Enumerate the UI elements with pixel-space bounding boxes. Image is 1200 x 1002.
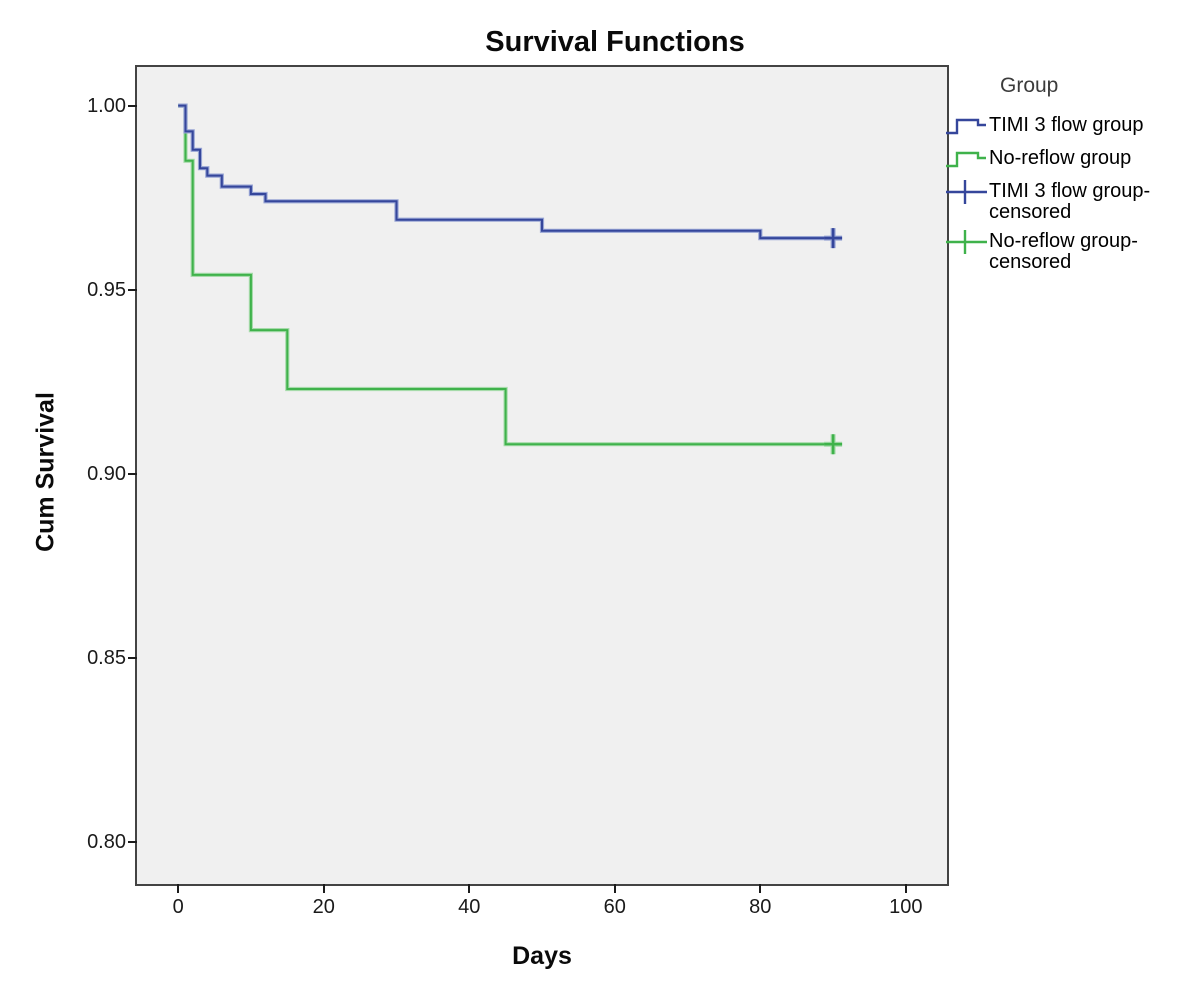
x-tick-label: 80 (749, 896, 772, 918)
x-tick-label: 0 (172, 896, 184, 918)
legend-symbol-path (946, 151, 986, 168)
y-tick-label: 1.00 (87, 94, 126, 117)
y-tick-mark (127, 288, 137, 291)
x-tick-mark (759, 884, 762, 893)
y-tick-label: 0.95 (87, 278, 126, 301)
x-axis-title: Days (512, 942, 572, 970)
chart-title: Survival Functions (485, 26, 745, 58)
legend-title: Group (1000, 74, 1059, 97)
y-tick-label: 0.90 (87, 462, 126, 485)
y-tick-mark (127, 840, 137, 843)
legend-censor-plus-icon (946, 230, 987, 254)
y-tick-mark (127, 104, 137, 107)
plot-area (134, 65, 950, 886)
legend-item-0: TIMI 3 flow group (945, 112, 1200, 140)
legend-item-label: TIMI 3 flow group-censored (989, 180, 1151, 223)
x-tick-label: 100 (889, 896, 923, 918)
x-tick-label: 40 (458, 896, 481, 918)
x-tick-mark (613, 884, 616, 893)
legend-step-line-icon (946, 118, 986, 135)
legend-censor-plus-icon (946, 180, 987, 204)
legend: Group TIMI 3 flow group No-reflow group TI… (945, 74, 1200, 273)
x-tick-mark (322, 884, 325, 893)
x-tick-mark (177, 884, 180, 893)
legend-item-2: TIMI 3 flow group-censored (945, 178, 1200, 223)
x-tick-label: 60 (603, 896, 626, 918)
legend-step-line-icon (946, 151, 986, 168)
legend-item-label: TIMI 3 flow group (989, 114, 1144, 136)
legend-items: TIMI 3 flow group No-reflow group TIMI 3 f… (945, 112, 1200, 273)
legend-item-label: No-reflow group-censored (989, 230, 1138, 273)
x-tick-label: 20 (312, 896, 335, 918)
x-tick-mark (468, 884, 471, 893)
x-tick-mark (904, 884, 907, 893)
y-tick-label: 0.80 (87, 830, 126, 853)
legend-item-1: No-reflow group (945, 145, 1200, 173)
y-tick-mark (127, 472, 137, 475)
y-tick-label: 0.85 (87, 646, 126, 669)
legend-symbol-path (946, 118, 986, 135)
legend-symbol-path (946, 230, 987, 254)
legend-item-label: No-reflow group (989, 147, 1132, 169)
legend-symbol-path (946, 180, 987, 204)
y-tick-mark (127, 656, 137, 659)
legend-item-3: No-reflow group-censored (945, 228, 1200, 273)
